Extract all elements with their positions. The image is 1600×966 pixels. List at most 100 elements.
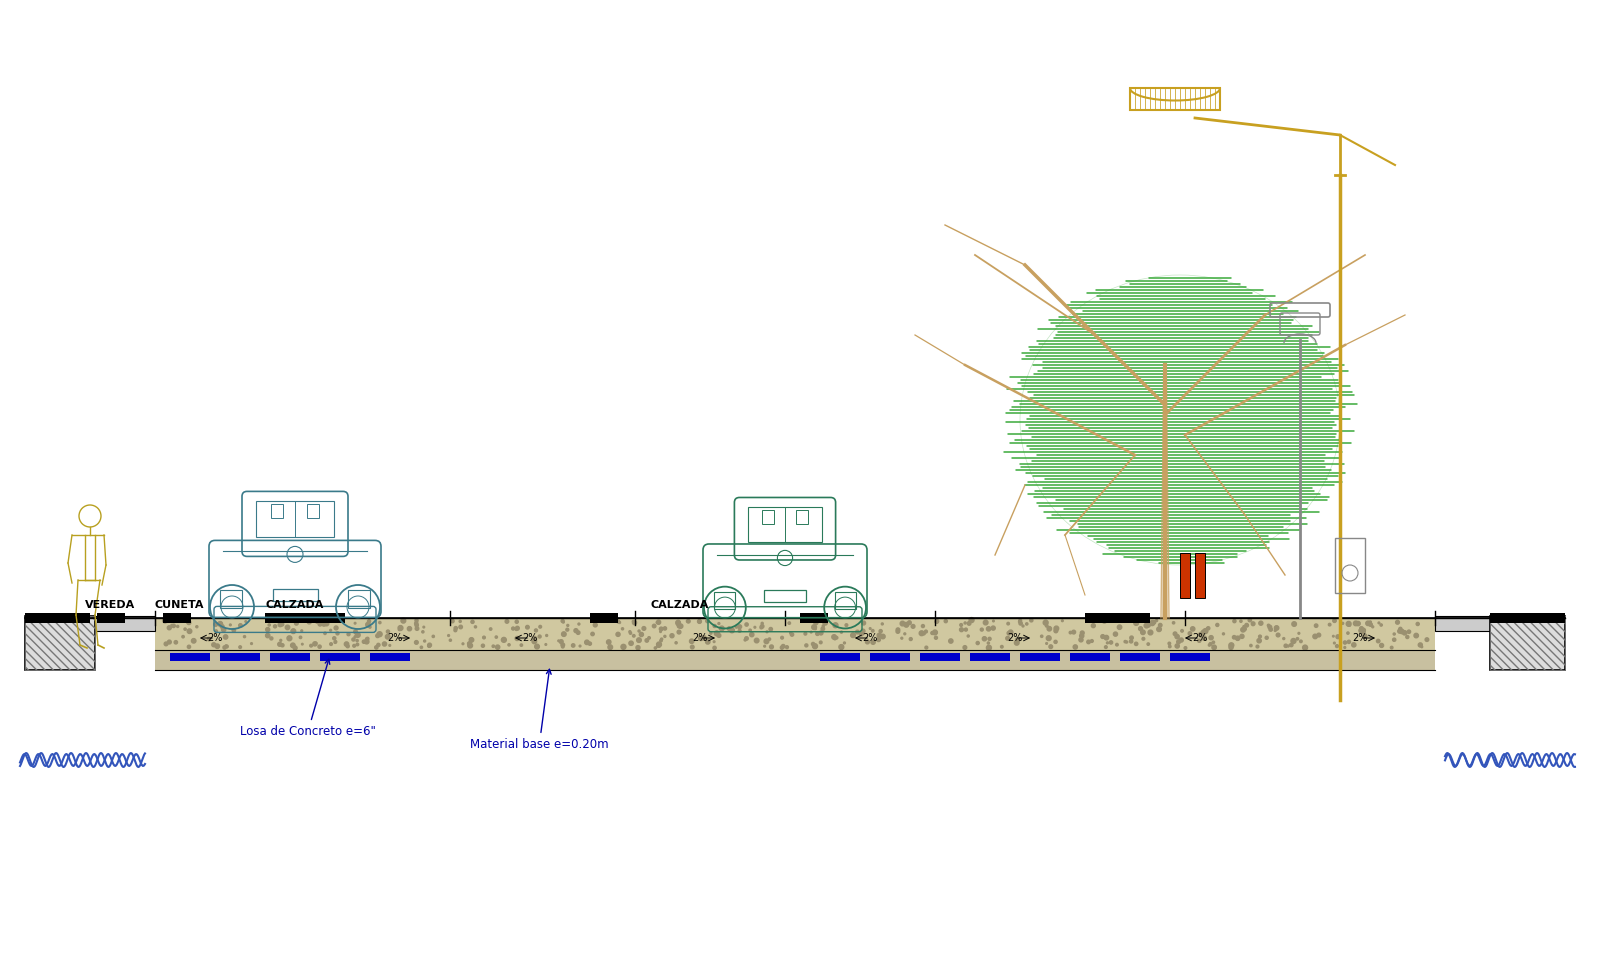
Circle shape bbox=[1054, 626, 1059, 631]
Circle shape bbox=[1299, 640, 1302, 642]
Bar bbox=[970, 653, 1010, 661]
Circle shape bbox=[566, 624, 568, 626]
Circle shape bbox=[470, 620, 474, 623]
Circle shape bbox=[992, 620, 994, 622]
Circle shape bbox=[805, 633, 806, 635]
Circle shape bbox=[448, 635, 450, 637]
Circle shape bbox=[1189, 632, 1192, 636]
Circle shape bbox=[1418, 643, 1422, 647]
Bar bbox=[307, 504, 318, 519]
Circle shape bbox=[1358, 629, 1363, 633]
Circle shape bbox=[1259, 621, 1262, 625]
Circle shape bbox=[960, 624, 963, 626]
Circle shape bbox=[168, 626, 171, 630]
Circle shape bbox=[389, 644, 390, 646]
Circle shape bbox=[1381, 624, 1382, 626]
Circle shape bbox=[1046, 642, 1048, 644]
Circle shape bbox=[645, 639, 648, 642]
Circle shape bbox=[1046, 636, 1051, 640]
Circle shape bbox=[251, 642, 253, 644]
Circle shape bbox=[789, 622, 790, 624]
Text: 2%: 2% bbox=[387, 633, 403, 643]
Circle shape bbox=[642, 627, 646, 630]
Circle shape bbox=[1016, 638, 1019, 642]
Circle shape bbox=[174, 640, 178, 644]
Bar bbox=[98, 613, 125, 623]
Circle shape bbox=[637, 638, 642, 642]
Circle shape bbox=[1040, 635, 1043, 638]
Circle shape bbox=[1107, 641, 1109, 644]
Circle shape bbox=[307, 619, 312, 624]
Circle shape bbox=[691, 645, 694, 649]
Circle shape bbox=[1426, 638, 1429, 641]
Circle shape bbox=[989, 638, 990, 640]
Circle shape bbox=[1022, 625, 1024, 627]
Circle shape bbox=[1234, 619, 1235, 623]
Circle shape bbox=[280, 623, 283, 626]
Circle shape bbox=[1259, 635, 1261, 638]
Circle shape bbox=[218, 621, 222, 626]
Circle shape bbox=[562, 632, 566, 637]
Bar bbox=[920, 653, 960, 661]
Bar bbox=[835, 591, 856, 609]
Circle shape bbox=[781, 644, 786, 648]
Circle shape bbox=[330, 629, 331, 631]
Circle shape bbox=[594, 623, 597, 627]
Bar bbox=[26, 616, 94, 670]
Bar bbox=[1435, 616, 1490, 631]
Circle shape bbox=[786, 645, 789, 648]
Circle shape bbox=[656, 644, 659, 647]
Bar bbox=[266, 613, 346, 623]
Circle shape bbox=[1269, 628, 1272, 631]
Circle shape bbox=[232, 629, 235, 632]
Circle shape bbox=[970, 617, 974, 622]
Circle shape bbox=[1390, 646, 1394, 649]
Circle shape bbox=[1147, 624, 1150, 627]
Circle shape bbox=[904, 622, 909, 627]
Circle shape bbox=[819, 631, 822, 635]
Circle shape bbox=[925, 646, 928, 649]
Circle shape bbox=[1202, 636, 1206, 640]
Circle shape bbox=[987, 627, 990, 631]
Circle shape bbox=[323, 632, 326, 635]
Circle shape bbox=[675, 620, 680, 625]
Circle shape bbox=[1344, 646, 1346, 648]
Circle shape bbox=[362, 640, 365, 643]
Circle shape bbox=[706, 639, 710, 644]
Circle shape bbox=[382, 641, 387, 646]
Circle shape bbox=[590, 633, 594, 636]
Bar bbox=[94, 616, 155, 631]
Circle shape bbox=[414, 640, 418, 644]
Circle shape bbox=[1290, 643, 1293, 646]
Circle shape bbox=[1216, 623, 1219, 627]
Circle shape bbox=[1147, 643, 1149, 645]
Circle shape bbox=[910, 624, 915, 628]
Circle shape bbox=[1302, 645, 1307, 650]
Circle shape bbox=[1206, 627, 1210, 630]
Circle shape bbox=[374, 645, 378, 649]
Circle shape bbox=[834, 638, 837, 639]
Circle shape bbox=[579, 645, 581, 647]
Circle shape bbox=[1134, 642, 1138, 645]
Circle shape bbox=[454, 629, 456, 632]
Circle shape bbox=[1248, 618, 1251, 622]
Circle shape bbox=[462, 643, 464, 644]
Circle shape bbox=[546, 635, 547, 637]
Circle shape bbox=[496, 645, 499, 649]
Circle shape bbox=[344, 641, 349, 646]
Circle shape bbox=[1208, 644, 1211, 646]
Circle shape bbox=[165, 642, 168, 645]
Circle shape bbox=[1243, 626, 1245, 628]
Circle shape bbox=[1008, 630, 1013, 635]
Circle shape bbox=[1117, 625, 1122, 630]
Circle shape bbox=[1416, 622, 1419, 626]
Circle shape bbox=[770, 645, 773, 649]
Circle shape bbox=[856, 630, 859, 634]
Circle shape bbox=[355, 633, 360, 638]
Circle shape bbox=[270, 637, 274, 639]
Circle shape bbox=[334, 640, 336, 642]
Circle shape bbox=[1190, 627, 1195, 631]
Circle shape bbox=[882, 623, 883, 625]
Circle shape bbox=[629, 632, 632, 635]
Circle shape bbox=[621, 644, 626, 649]
